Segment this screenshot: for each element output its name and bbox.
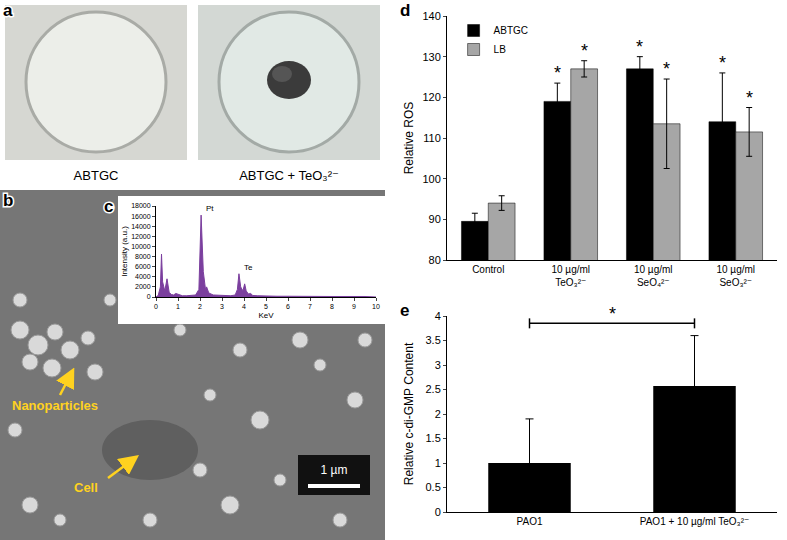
- svg-text:8000: 8000: [135, 253, 151, 260]
- svg-text:2.5: 2.5: [426, 383, 441, 395]
- svg-text:Relative c-di-GMP Content: Relative c-di-GMP Content: [402, 342, 416, 485]
- svg-text:KeV: KeV: [258, 311, 274, 320]
- svg-text:14000: 14000: [131, 223, 151, 230]
- svg-text:12000: 12000: [131, 233, 151, 240]
- svg-text:9: 9: [352, 303, 356, 310]
- svg-text:10 µg/mlTeO₃²⁻: 10 µg/mlTeO₃²⁻: [551, 264, 590, 288]
- svg-text:3.5: 3.5: [426, 334, 441, 346]
- svg-text:ABTGC + TeO₃²⁻: ABTGC + TeO₃²⁻: [239, 168, 339, 183]
- svg-text:4000: 4000: [135, 273, 151, 280]
- svg-text:*: *: [581, 41, 588, 61]
- svg-text:18000: 18000: [131, 202, 151, 209]
- svg-text:80: 80: [429, 254, 441, 266]
- svg-text:Nanoparticles: Nanoparticles: [12, 398, 98, 413]
- svg-text:*: *: [554, 63, 561, 83]
- svg-text:100: 100: [422, 173, 440, 185]
- svg-text:PAO1: PAO1: [517, 516, 543, 527]
- svg-text:10: 10: [372, 303, 380, 310]
- svg-text:ABTGC: ABTGC: [494, 25, 528, 36]
- svg-text:Te: Te: [244, 263, 253, 272]
- svg-text:c: c: [104, 197, 113, 216]
- svg-text:Control: Control: [472, 264, 504, 275]
- svg-text:2: 2: [198, 303, 202, 310]
- svg-text:*: *: [663, 59, 670, 79]
- svg-text:1: 1: [176, 303, 180, 310]
- svg-text:e: e: [400, 301, 409, 320]
- svg-text:0: 0: [154, 303, 158, 310]
- svg-text:LB: LB: [494, 44, 507, 55]
- svg-text:8: 8: [330, 303, 334, 310]
- svg-text:*: *: [719, 53, 726, 73]
- svg-text:1: 1: [435, 457, 441, 469]
- svg-text:Cell: Cell: [74, 480, 98, 495]
- svg-text:10 µg/mlSeO₃²⁻: 10 µg/mlSeO₃²⁻: [716, 264, 755, 288]
- svg-text:3: 3: [220, 303, 224, 310]
- svg-text:0: 0: [435, 506, 441, 518]
- svg-text:Pt: Pt: [206, 204, 214, 213]
- svg-text:16000: 16000: [131, 213, 151, 220]
- svg-text:7: 7: [308, 303, 312, 310]
- svg-text:Relative ROS: Relative ROS: [402, 102, 416, 175]
- svg-text:ABTGC: ABTGC: [74, 168, 119, 183]
- svg-text:130: 130: [422, 51, 440, 63]
- svg-text:d: d: [400, 1, 410, 20]
- svg-text:140: 140: [422, 10, 440, 22]
- svg-text:6000: 6000: [135, 263, 151, 270]
- svg-text:2: 2: [435, 408, 441, 420]
- svg-text:90: 90: [429, 213, 441, 225]
- svg-text:10 µg/mlSeO₄²⁻: 10 µg/mlSeO₄²⁻: [634, 264, 673, 288]
- svg-text:4: 4: [435, 310, 441, 322]
- svg-text:PAO1 + 10 µg/ml TeO₃²⁻: PAO1 + 10 µg/ml TeO₃²⁻: [640, 516, 750, 527]
- svg-text:6: 6: [286, 303, 290, 310]
- svg-text:0.5: 0.5: [426, 481, 441, 493]
- svg-text:2000: 2000: [135, 283, 151, 290]
- svg-text:4: 4: [242, 303, 246, 310]
- svg-text:*: *: [636, 37, 643, 57]
- svg-text:5: 5: [264, 303, 268, 310]
- svg-text:10000: 10000: [131, 243, 151, 250]
- svg-text:b: b: [3, 191, 13, 210]
- svg-text:*: *: [609, 304, 616, 324]
- svg-text:120: 120: [422, 91, 440, 103]
- svg-text:1 µm: 1 µm: [321, 463, 348, 477]
- svg-text:*: *: [746, 88, 753, 108]
- svg-text:110: 110: [423, 132, 441, 144]
- svg-text:1.5: 1.5: [426, 432, 441, 444]
- svg-text:3: 3: [435, 359, 441, 371]
- svg-text:a: a: [3, 1, 13, 20]
- svg-text:Intensity (a.u.): Intensity (a.u.): [120, 226, 129, 277]
- svg-text:0: 0: [147, 293, 151, 300]
